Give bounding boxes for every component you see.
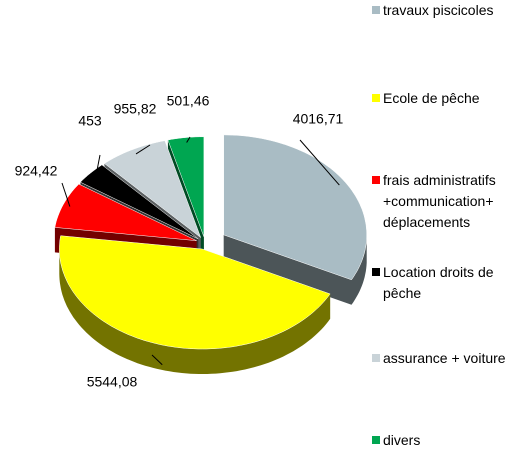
slice-side — [223, 234, 352, 305]
pie-slice — [54, 183, 197, 241]
leader-line — [299, 139, 340, 186]
leader-line — [135, 144, 151, 155]
legend-item: Location droits de pêche — [372, 262, 522, 304]
data-label: 924,42 — [15, 163, 58, 179]
leader-line — [151, 354, 163, 366]
legend-label: assurance + voiture — [383, 350, 506, 366]
leader-line — [186, 136, 191, 143]
data-label: 955,82 — [114, 101, 157, 117]
data-label: 4016,71 — [293, 111, 344, 127]
pie-slice — [167, 136, 205, 237]
pie-slice — [223, 134, 367, 281]
pie-slice — [79, 164, 199, 240]
data-label: 5544,08 — [87, 374, 138, 390]
legend-swatch — [372, 176, 380, 184]
pie-slice — [103, 140, 202, 239]
slice-side — [59, 249, 331, 374]
data-label: 501,46 — [167, 93, 210, 109]
legend-item: divers — [372, 430, 522, 451]
legend-label: frais administratifs +communication+ dép… — [383, 172, 496, 230]
data-label: 453 — [78, 113, 102, 129]
legend-item: frais administratifs +communication+ dép… — [372, 170, 522, 233]
legend-item: assurance + voiture — [372, 348, 522, 369]
pie-area: 4016,71 5544,08 924,42 453 955,82 501,46 — [15, 93, 367, 390]
legend-swatch — [372, 94, 380, 102]
legend-item: Ecole de pêche — [372, 88, 522, 109]
pie-slice — [59, 235, 331, 350]
legend-label: divers — [383, 432, 421, 448]
leader-line — [61, 182, 71, 207]
legend-swatch — [372, 268, 380, 276]
legend-label: Location droits de pêche — [383, 264, 494, 301]
legend-swatch — [372, 354, 380, 362]
slice-side — [351, 234, 367, 305]
leader-line — [95, 154, 101, 177]
legend-label: travaux piscicoles — [383, 2, 494, 18]
legend-swatch — [372, 436, 380, 444]
legend-item: travaux piscicoles — [372, 0, 522, 21]
legend-label: Ecole de pêche — [383, 90, 480, 106]
legend-swatch — [372, 6, 380, 14]
